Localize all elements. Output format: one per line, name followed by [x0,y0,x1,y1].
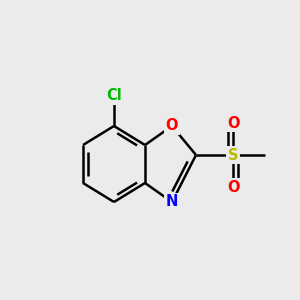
Text: O: O [227,116,239,130]
Text: O: O [166,118,178,134]
Text: Cl: Cl [106,88,122,104]
Text: O: O [227,179,239,194]
Text: S: S [228,148,238,163]
Text: N: N [166,194,178,209]
